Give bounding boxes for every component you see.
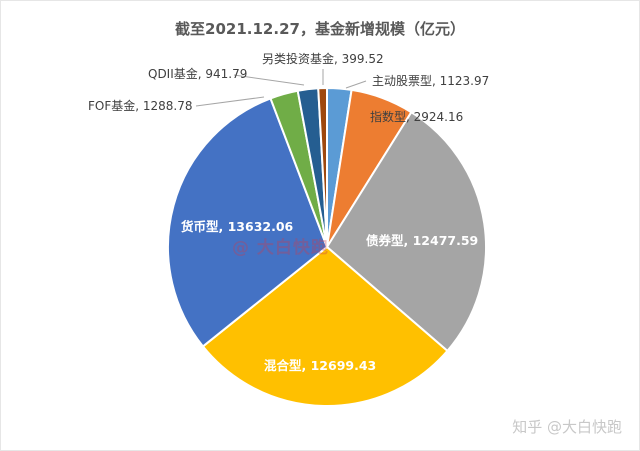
data-label: 另类投资基金, 399.52	[262, 51, 384, 66]
data-label: 混合型, 12699.43	[264, 358, 376, 373]
pie-slice-2	[325, 110, 487, 353]
data-label: 指数型, 2924.16	[370, 109, 463, 124]
leader-line	[345, 80, 367, 89]
data-label: 主动股票型, 1123.97	[372, 74, 489, 88]
leader-line	[233, 74, 305, 86]
watermark: @ 大白快跑	[232, 238, 329, 258]
footer-credit: 知乎 @大白快跑	[512, 418, 622, 436]
data-label: FOF基金, 1288.78	[88, 98, 193, 113]
data-label: 债券型, 12477.59	[366, 233, 478, 248]
pie-slice-3	[201, 245, 449, 407]
pie-slice-4	[167, 97, 329, 348]
pie-slice-7	[317, 86, 328, 248]
data-label: 货币型, 13632.06	[181, 219, 294, 234]
data-label: QDII基金, 941.79	[148, 66, 247, 81]
leader-line	[195, 96, 265, 107]
chart-title: 截至2021.12.27，基金新增规模（亿元）	[175, 20, 465, 38]
